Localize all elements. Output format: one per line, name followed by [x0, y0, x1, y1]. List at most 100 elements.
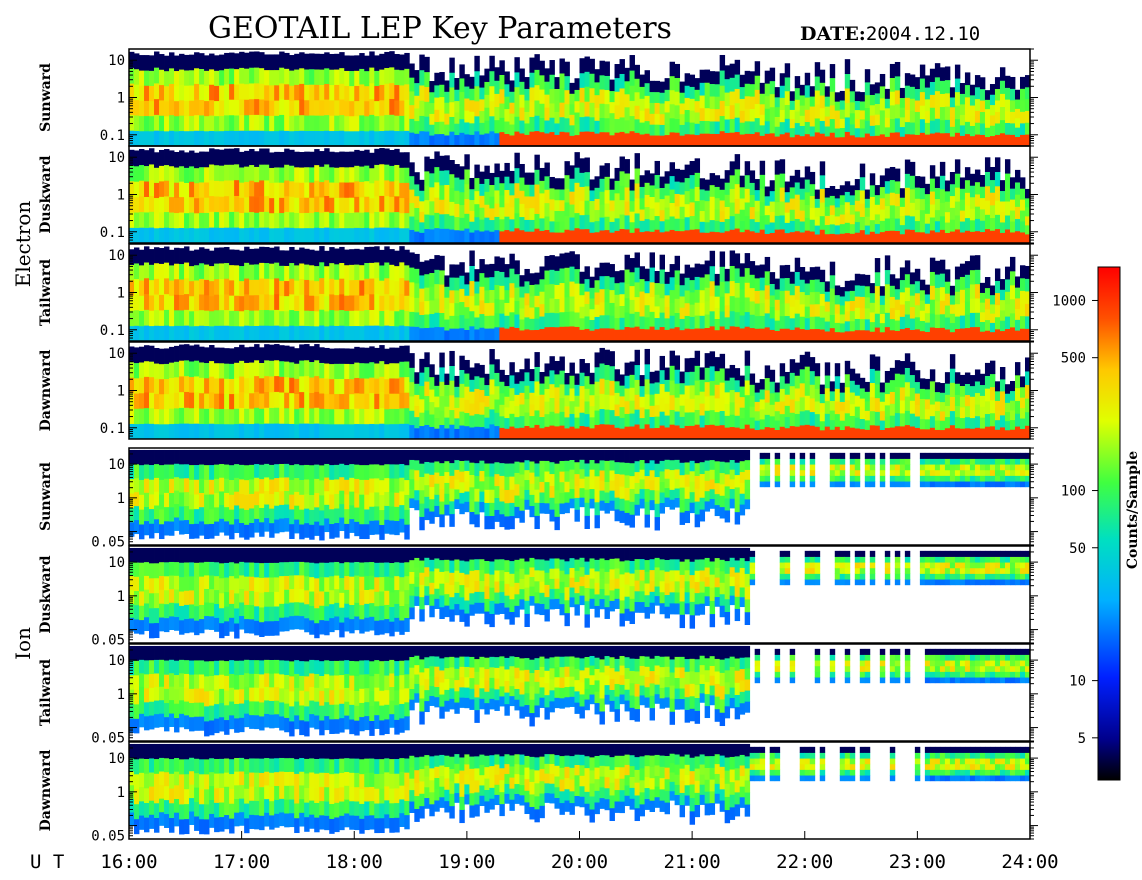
spectrogram-cell [724, 230, 731, 244]
spectrogram-cell [679, 230, 686, 244]
spectrogram-cell [959, 428, 966, 440]
spectrogram-cell [319, 393, 325, 409]
spectrogram-cell [979, 292, 986, 303]
spectrogram-cell [784, 202, 791, 213]
spectrogram-cell [1024, 98, 1031, 111]
spectrogram-cell [939, 401, 946, 412]
spectrogram-cell [499, 103, 505, 118]
spectrogram-cell [349, 363, 355, 380]
spectrogram-cell [694, 228, 701, 244]
spectrogram-cell [354, 85, 360, 102]
spectrogram-cell [399, 407, 405, 424]
spectrogram-cell [949, 183, 956, 197]
spectrogram-cell [389, 362, 395, 379]
spectrogram-cell [974, 404, 981, 417]
spectrogram-cell [799, 232, 806, 244]
spectrogram-cell [959, 221, 966, 233]
spectrogram-cell [134, 130, 140, 147]
spectrogram-cell [499, 313, 505, 328]
spectrogram-cell [169, 150, 175, 167]
spectrogram-cell [184, 359, 190, 377]
spectrogram-cell [814, 279, 821, 292]
spectrogram-cell [189, 423, 195, 440]
spectrogram-cell [874, 285, 881, 300]
spectrogram-cell [934, 287, 941, 302]
spectrogram-cell [179, 53, 185, 70]
spectrogram-cell [989, 135, 996, 147]
spectrogram-cell [649, 91, 655, 103]
spectrogram-cell [534, 272, 540, 285]
spectrogram-cell [929, 313, 936, 328]
spectrogram-cell [614, 118, 620, 133]
spectrogram-cell [1004, 134, 1011, 147]
spectrogram-cell [974, 218, 981, 232]
spectrogram-cell [434, 72, 440, 86]
spectrogram-cell [409, 478, 415, 489]
spectrogram-cell [709, 208, 716, 221]
spectrogram-cell [944, 132, 951, 147]
spectrogram-cell [619, 385, 625, 397]
spectrogram-cell [224, 83, 230, 100]
spectrogram-cell [664, 271, 670, 284]
spectrogram-cell [734, 168, 741, 185]
spectrogram-cell [579, 317, 585, 330]
spectrogram-cell [209, 449, 215, 466]
spectrogram-cell [939, 67, 946, 81]
spectrogram-cell [639, 175, 645, 187]
spectrogram-cell [794, 299, 801, 314]
spectrogram-cell [524, 268, 530, 282]
spectrogram-cell [979, 134, 986, 147]
spectrogram-cell [334, 508, 340, 524]
spectrogram-cell [194, 130, 200, 147]
spectrogram-cell [664, 415, 670, 428]
spectrogram-cell [869, 135, 876, 147]
spectrogram-cell [914, 198, 921, 210]
spectrogram-cell [359, 264, 365, 281]
spectrogram-cell [184, 130, 190, 147]
spectrogram-cell [129, 478, 135, 494]
spectrogram-cell [739, 386, 746, 398]
spectrogram-cell [644, 328, 650, 342]
spectrogram-cell [534, 213, 540, 229]
spectrogram-cell [1014, 108, 1021, 119]
spectrogram-cell [444, 91, 450, 103]
spectrogram-cell [264, 391, 270, 408]
spectrogram-cell [599, 378, 605, 394]
spectrogram-cell [359, 280, 365, 296]
spectrogram-cell [744, 229, 751, 244]
spectrogram-cell [149, 148, 155, 165]
spectrogram-cell [924, 418, 931, 430]
spectrogram-cell [629, 130, 635, 147]
spectrogram-cell [194, 52, 200, 69]
spectrogram-cell [579, 186, 585, 202]
spectrogram-cell [569, 82, 575, 94]
spectrogram-cell [709, 409, 716, 425]
spectrogram-cell [549, 298, 555, 313]
spectrogram-cell [1024, 265, 1031, 279]
spectrogram-cell [994, 304, 1001, 318]
spectrogram-cell [369, 114, 375, 131]
spectrogram-cell [854, 273, 861, 286]
spectrogram-cell [149, 295, 155, 311]
spectrogram-cell [499, 327, 505, 342]
spectrogram-cell [404, 212, 410, 229]
spectrogram-cell [899, 126, 906, 137]
spectrogram-cell [179, 212, 185, 228]
spectrogram-cell [829, 419, 836, 430]
spectrogram-cell [439, 501, 445, 515]
spectrogram-cell [779, 109, 786, 123]
spectrogram-cell [144, 449, 150, 465]
spectrogram-cell [344, 115, 350, 132]
spectrogram-cell [229, 449, 235, 466]
spectrogram-cell [669, 131, 676, 147]
spectrogram-cell [369, 377, 375, 394]
spectrogram-cell [279, 51, 285, 68]
spectrogram-cell [564, 326, 570, 342]
spectrogram-cell [724, 268, 731, 282]
spectrogram-cell [809, 316, 816, 330]
spectrogram-cell [174, 376, 180, 393]
spectrogram-cell [199, 53, 205, 70]
spectrogram-cell [854, 318, 861, 331]
spectrogram-cell [144, 506, 150, 522]
spectrogram-cell [789, 372, 796, 387]
